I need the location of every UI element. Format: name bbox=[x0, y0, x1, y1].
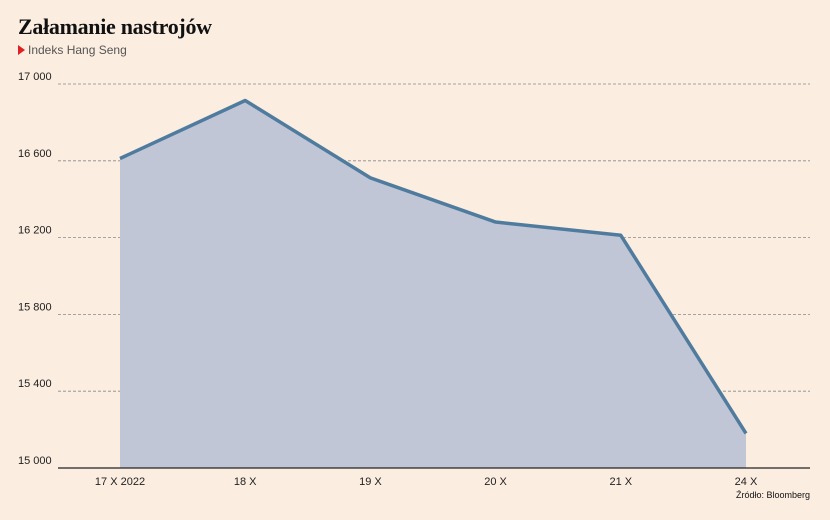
y-tick-label: 15 400 bbox=[18, 378, 52, 390]
y-tick-label: 15 800 bbox=[18, 301, 52, 313]
y-tick-label: 17 000 bbox=[18, 71, 52, 83]
series-line bbox=[119, 98, 748, 435]
x-tick-label: 17 X 2022 bbox=[95, 476, 145, 488]
x-tick-label: 24 X bbox=[735, 476, 758, 488]
red-triangle-icon bbox=[18, 45, 25, 55]
area-layer bbox=[119, 98, 748, 469]
chart-title: Załamanie nastrojów bbox=[18, 14, 212, 39]
x-tick-label: 21 X bbox=[609, 476, 632, 488]
chart-subtitle: Indeks Hang Seng bbox=[18, 43, 127, 57]
area-fill bbox=[120, 100, 746, 469]
y-tick-label: 15 000 bbox=[18, 455, 52, 467]
subtitle-text: Indeks Hang Seng bbox=[28, 43, 127, 57]
source-note: Źródło: Bloomberg bbox=[735, 490, 810, 500]
x-tick-label: 20 X bbox=[484, 476, 507, 488]
x-tick-label: 19 X bbox=[359, 476, 382, 488]
y-tick-label: 16 600 bbox=[18, 148, 52, 160]
x-tick-label: 18 X bbox=[234, 476, 257, 488]
tick-labels: 15 000 15 400 15 800 16 200 16 600 17 000 17 X… bbox=[18, 71, 758, 488]
y-tick-label: 16 200 bbox=[18, 225, 52, 237]
